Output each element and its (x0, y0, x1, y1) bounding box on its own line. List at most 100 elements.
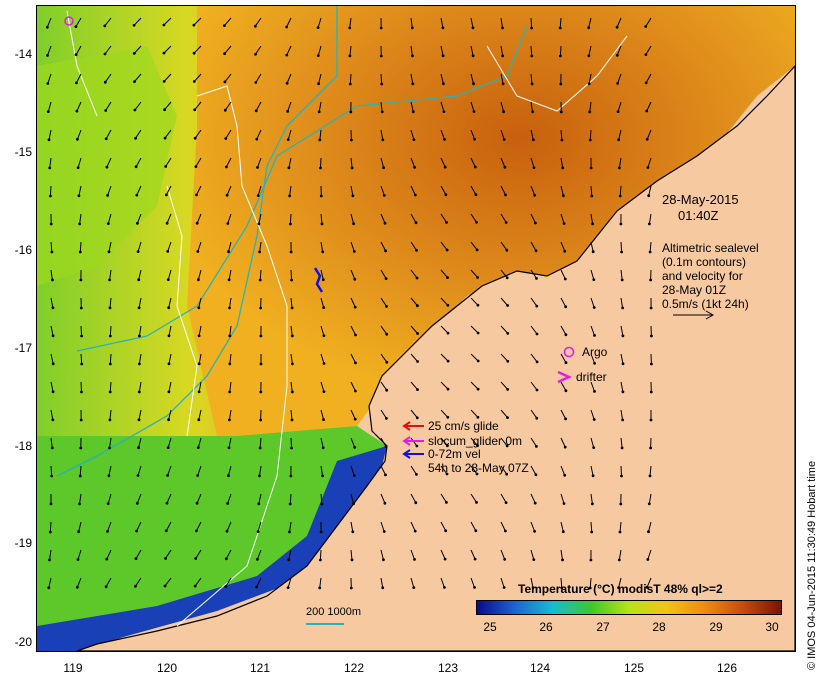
velocity-vector (440, 17, 444, 28)
velocity-vector (530, 17, 533, 29)
velocity-vector (470, 269, 478, 278)
velocity-vector (618, 157, 622, 168)
velocity-vector (320, 297, 325, 308)
velocity-vector (350, 269, 356, 280)
velocity-vector (196, 213, 202, 224)
velocity-vector (560, 521, 564, 532)
velocity-vector (645, 45, 652, 55)
velocity-vector (560, 465, 566, 476)
velocity-vector (440, 101, 445, 112)
velocity-vector (164, 577, 172, 587)
velocity-vector-head (621, 334, 625, 338)
velocity-vector (288, 157, 292, 168)
velocity-vector (500, 465, 508, 475)
velocity-vector-head (446, 444, 449, 448)
velocity-vector-head (290, 306, 294, 310)
velocity-vector-head (50, 250, 54, 254)
velocity-vector-head (51, 306, 55, 310)
velocity-vector (500, 73, 504, 84)
velocity-vector (109, 325, 112, 337)
velocity-vector (470, 45, 474, 56)
velocity-vector (380, 381, 388, 391)
argo-marker[interactable] (64, 16, 74, 26)
velocity-vector-head (322, 334, 326, 337)
velocity-vector-head (535, 388, 539, 392)
velocity-vector (165, 521, 172, 532)
velocity-vector-head (564, 361, 568, 365)
velocity-vector-head (593, 361, 596, 365)
velocity-vector-head (382, 166, 385, 170)
velocity-vector-head (473, 137, 476, 141)
velocity-vector (530, 45, 533, 57)
velocity-vector (500, 409, 508, 418)
velocity-vector (380, 465, 386, 476)
velocity-vector-head (441, 26, 445, 30)
velocity-vector-head (254, 52, 257, 56)
velocity-vector-head (383, 221, 387, 225)
velocity-vector (620, 465, 622, 477)
velocity-vector-head (104, 109, 108, 112)
velocity-vector-head (255, 137, 259, 141)
velocity-vector-head (649, 278, 652, 282)
velocity-vector (77, 157, 82, 168)
velocity-vector (590, 297, 595, 308)
velocity-vector-head (348, 26, 352, 30)
credit-text: © IMOS 04-Jun-2015 11:30:49 Hobart time (806, 460, 818, 670)
sealevel-contour (66, 10, 98, 117)
velocity-vector-head (646, 166, 650, 169)
velocity-vector (620, 437, 623, 448)
velocity-vector (560, 185, 564, 196)
sst-field-cold-shelf (37, 446, 387, 651)
velocity-vector-head (290, 418, 294, 422)
velocity-vector-head (591, 250, 595, 254)
velocity-vector-head (135, 529, 138, 533)
velocity-vector-head (412, 138, 416, 142)
velocity-vector-head (287, 166, 291, 170)
velocity-vector-head (78, 474, 82, 478)
velocity-vector (470, 101, 475, 112)
velocity-vector (470, 297, 479, 306)
velocity-vector-head (166, 278, 170, 281)
velocity-vector (588, 17, 592, 28)
velocity-vector (107, 213, 112, 224)
velocity-vector (167, 269, 172, 280)
velocity-vector (470, 129, 476, 140)
velocity-vector-head (108, 390, 112, 394)
velocity-vector (138, 325, 142, 336)
velocity-vector-head (322, 306, 326, 309)
velocity-vector (50, 297, 54, 308)
velocity-vector-head (194, 557, 198, 560)
velocity-vector-head (288, 530, 291, 534)
velocity-vector (198, 381, 202, 392)
map-panel[interactable] (36, 5, 796, 652)
velocity-vector-head (162, 80, 166, 83)
velocity-vector-head (444, 193, 448, 197)
velocity-vector (647, 157, 652, 168)
velocity-vector-head (618, 194, 622, 198)
velocity-vector-head (136, 474, 140, 477)
velocity-vector-head (650, 334, 653, 338)
velocity-vector (410, 577, 415, 588)
velocity-vector-head (286, 110, 289, 113)
velocity-vector-head (562, 194, 565, 198)
velocity-vector-head (107, 250, 111, 254)
velocity-vector-head (412, 586, 416, 589)
velocity-vector (410, 521, 416, 532)
velocity-vector (380, 521, 385, 532)
velocity-vector-head (318, 586, 322, 590)
velocity-vector-head (105, 165, 109, 169)
colorbar-tick: 26 (539, 620, 553, 634)
velocity-vector (138, 269, 142, 280)
velocity-vector-head (382, 194, 386, 197)
velocity-vector (560, 353, 567, 363)
velocity-vector-head (502, 586, 506, 589)
velocity-vector-head (472, 110, 476, 113)
velocity-vector (349, 17, 352, 28)
velocity-vector (410, 185, 416, 196)
velocity-vector-head (352, 474, 356, 477)
velocity-vector (226, 185, 232, 196)
velocity-vector-head (80, 362, 84, 366)
velocity-vector (138, 437, 142, 448)
velocity-vector-head (286, 586, 290, 589)
velocity-vector (317, 17, 322, 28)
